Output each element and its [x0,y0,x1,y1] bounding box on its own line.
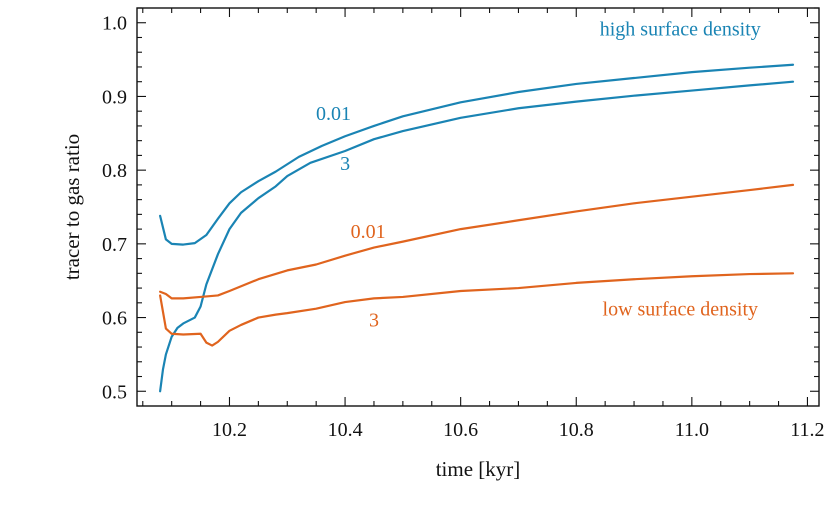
annotation-label: 0.01 [316,103,351,125]
annotation-label: 0.01 [351,221,386,243]
series-line-high-high-value [159,80,795,393]
x-tick-label: 10.6 [443,419,478,441]
x-tick-label: 10.4 [328,419,363,441]
annotation-label: low surface density [603,298,759,320]
annotation-label: high surface density [600,18,761,40]
series-line-high-low-value [159,63,795,246]
x-tick-label: 10.2 [212,419,247,441]
plot-frame [136,7,820,407]
series-layer [159,63,795,393]
x-tick-label: 10.8 [559,419,594,441]
y-tick-label: 0.7 [102,234,127,256]
annotation-layer: high surface density 0.01 3 0.01 3 low surfac… [316,18,761,331]
y-axis-title: tracer to gas ratio [60,134,84,280]
x-tick-label: 11.0 [675,419,709,441]
y-tick-label: 0.9 [102,86,127,108]
annotation-label: 3 [340,153,350,175]
series-line-low-low-value [159,183,795,300]
x-axis-title: time [kyr] [436,457,521,481]
x-tick-label: 11.2 [790,419,824,441]
y-tick-label: 0.6 [102,308,127,330]
y-tick-label: 0.5 [102,381,127,403]
series-line-low-high-value [159,272,795,347]
y-tick-label: 1.0 [102,13,127,35]
annotation-label: 3 [369,309,379,331]
y-tick-label: 0.8 [102,160,127,182]
ticks-layer: 10.2 10.4 10.6 10.8 11.0 11.2 0.5 0.6 0.7 0.8 0.9 1… [102,7,825,441]
